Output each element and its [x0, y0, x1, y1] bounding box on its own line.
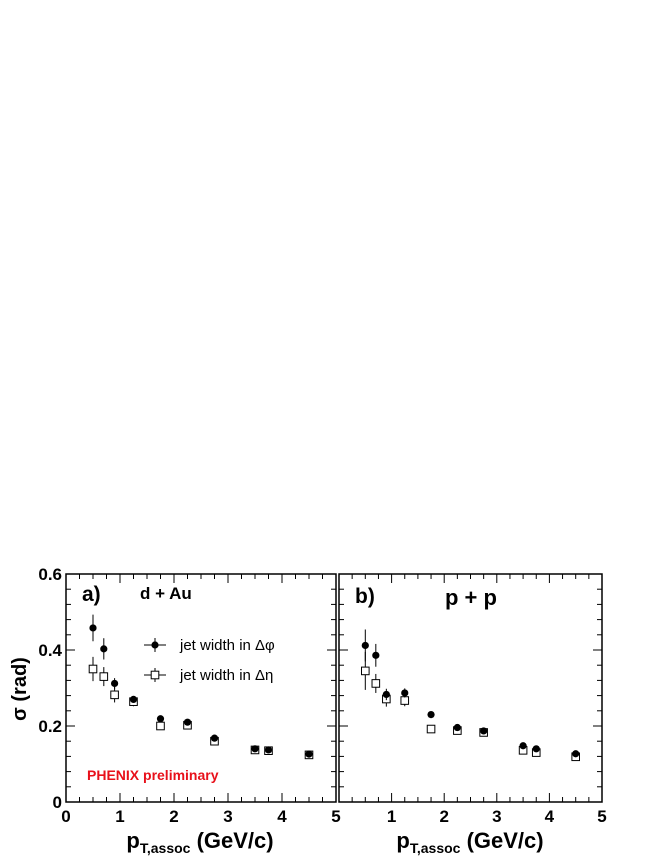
data-point-phi — [264, 746, 273, 754]
data-point-eta — [361, 666, 370, 676]
data-point-phi — [305, 750, 313, 758]
x-axis-label: pT,assoc (GeV/c) — [126, 828, 273, 856]
x-tick-label: 5 — [331, 807, 340, 826]
y-tick-label: 0.2 — [38, 717, 62, 736]
data-point-phi — [210, 734, 219, 742]
data-point-phi — [89, 624, 97, 632]
data-point-eta — [371, 679, 381, 688]
data-point-phi — [427, 711, 435, 719]
data-point-phi — [572, 750, 580, 758]
x-tick-label: 4 — [545, 807, 555, 826]
watermark-label: PHENIX preliminary — [87, 767, 219, 783]
panel-title: d + Au — [140, 584, 192, 603]
data-point-phi — [382, 690, 390, 699]
panel-label: a) — [82, 583, 101, 606]
x-tick-label: 2 — [439, 807, 448, 826]
data-point-phi — [372, 651, 380, 659]
data-point-phi — [361, 641, 369, 650]
x-tick-label: 1 — [387, 807, 396, 826]
data-point-phi — [183, 718, 192, 726]
x-axis-label: pT,assoc (GeV/c) — [396, 828, 543, 856]
data-point-phi — [100, 645, 108, 653]
data-point-phi — [251, 745, 259, 753]
x-tick-label: 5 — [597, 807, 606, 826]
y-tick-label: 0 — [53, 793, 62, 812]
data-point-phi — [480, 727, 488, 735]
data-point-eta — [156, 721, 165, 731]
data-point-eta — [400, 696, 410, 705]
y-tick-label: 0.4 — [38, 641, 62, 660]
legend-marker-circle — [151, 641, 159, 649]
x-tick-label: 4 — [277, 807, 287, 826]
panel-a: 0 1 2 3 4 5 0 0.2 0.4 0.6 pT,assoc (GeV/c) a) d + Au… — [38, 565, 340, 856]
x-tick-label: 3 — [492, 807, 501, 826]
data-point-phi — [453, 723, 461, 732]
legend-label: jet width in Δφ — [179, 637, 275, 654]
data-point-eta — [99, 672, 109, 681]
legend-label: jet width in Δη — [179, 667, 273, 684]
data-point-eta — [88, 664, 98, 674]
data-point-eta — [110, 690, 119, 700]
legend-marker-square — [150, 670, 160, 680]
data-point-phi — [401, 689, 409, 697]
panel-b: 1 2 3 4 5 pT,assoc (GeV/c) b) p + p — [338, 573, 607, 856]
panel-title: p + p — [445, 585, 497, 610]
data-point-eta — [426, 724, 436, 734]
panel-label: b) — [355, 585, 375, 608]
data-point-phi — [532, 745, 540, 753]
data-point-phi — [156, 715, 165, 723]
data-point-phi — [129, 695, 138, 704]
x-tick-label: 0 — [61, 807, 70, 826]
y-tick-label: 0.6 — [38, 565, 62, 584]
x-tick-label: 3 — [223, 807, 232, 826]
data-point-phi — [111, 679, 119, 688]
x-tick-label: 1 — [115, 807, 124, 826]
x-tick-label: 2 — [169, 807, 178, 826]
data-point-phi — [519, 742, 527, 750]
y-axis-label: σ (rad) — [9, 657, 31, 721]
